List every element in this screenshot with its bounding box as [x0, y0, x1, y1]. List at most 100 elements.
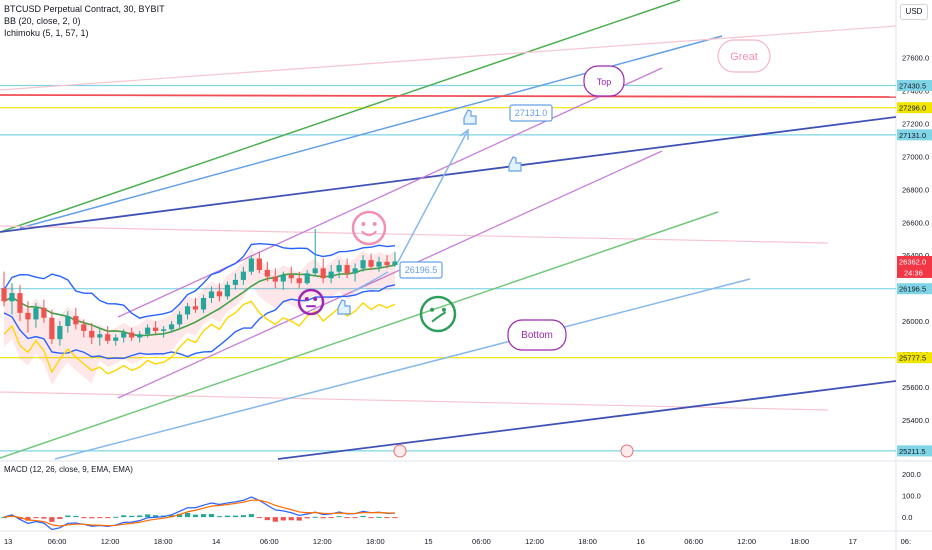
ichimoku-indicator-label[interactable]: Ichimoku (5, 1, 57, 1) [4, 28, 89, 38]
annotations-layer[interactable]: Great Top Bottom 27131.0 26196.5 [297, 39, 771, 458]
candle[interactable] [121, 329, 127, 343]
candle[interactable] [192, 298, 199, 313]
drawings-layer[interactable] [0, 0, 897, 460]
trend-line-4[interactable] [0, 225, 829, 244]
time-axis[interactable]: 13 06:00 12:00 18:00 14 06:00 12:00 18:00 15 06:0… [4, 537, 911, 546]
neutral-face-icon[interactable] [297, 288, 325, 316]
annotation-callout-1[interactable]: Top [583, 65, 625, 97]
hand-pointer-icon[interactable] [508, 156, 522, 172]
candle[interactable] [328, 265, 334, 284]
candle[interactable] [344, 258, 350, 279]
price-axis[interactable]: 27600.0 27400.0 27200.0 27000.0 26800.0 26600… [897, 54, 932, 457]
candle[interactable] [65, 311, 71, 333]
candles-layer[interactable] [1, 228, 398, 346]
candle[interactable] [49, 309, 55, 345]
time-tick-label: 14 [212, 537, 220, 546]
trend-line-9[interactable] [117, 150, 663, 399]
economic-event-icon[interactable] [393, 444, 407, 458]
candle[interactable] [360, 255, 366, 272]
candle[interactable] [33, 302, 39, 328]
candle[interactable] [392, 251, 398, 267]
candle[interactable] [25, 301, 31, 333]
hand-pointer-icon[interactable] [463, 109, 477, 125]
candle[interactable] [97, 329, 103, 346]
candle[interactable] [200, 294, 207, 313]
candle[interactable] [105, 325, 111, 345]
candle[interactable] [256, 251, 262, 274]
candle[interactable] [176, 311, 183, 328]
trend-line-11[interactable] [54, 278, 751, 460]
candle-body [344, 265, 350, 274]
candle[interactable] [352, 263, 358, 282]
smiley-face-icon[interactable] [351, 210, 387, 246]
candle[interactable] [184, 302, 191, 320]
trend-line-0[interactable] [0, 0, 681, 233]
price-level-label-5[interactable]: 25777.5 [897, 352, 932, 364]
economic-event-icon[interactable] [620, 444, 634, 458]
macd-legend[interactable]: MACD (12, 26, close, 9, EMA, EMA) [4, 465, 133, 474]
hand-pointer-icon[interactable] [337, 299, 351, 315]
candle[interactable] [272, 268, 278, 289]
projection-arrow[interactable] [397, 129, 469, 263]
price-level-label-0[interactable]: 27430.5 [897, 80, 932, 92]
candle[interactable] [304, 270, 310, 285]
candle[interactable] [160, 325, 167, 338]
candle[interactable] [384, 255, 390, 269]
trend-line-1[interactable] [19, 35, 723, 229]
candle[interactable] [73, 307, 79, 330]
candle[interactable] [264, 261, 270, 282]
candle[interactable] [296, 271, 302, 289]
candle[interactable] [17, 284, 23, 322]
annotation-callout-2[interactable]: Bottom [507, 319, 567, 351]
candle[interactable] [240, 266, 246, 285]
macd-pane[interactable]: 200.0 100.0 0.0 [1, 470, 921, 531]
price-level-label-2[interactable]: 27131.0 [897, 129, 932, 141]
trend-line-3[interactable] [0, 25, 897, 91]
candle[interactable] [168, 321, 175, 333]
wry-face-icon[interactable] [419, 295, 457, 333]
candle[interactable] [129, 327, 135, 341]
candle[interactable] [288, 266, 294, 284]
symbol-title[interactable]: BTCUSD Perpetual Contract, 30, BYBIT [4, 4, 165, 14]
trend-line-2[interactable] [0, 94, 897, 98]
candle[interactable] [57, 321, 63, 346]
trend-line-10[interactable] [0, 211, 719, 459]
candle[interactable] [1, 271, 7, 307]
price-level-label-1[interactable]: 27296.0 [897, 102, 932, 114]
candle[interactable] [208, 286, 215, 303]
candle[interactable] [9, 283, 15, 315]
macd-histogram-bar [280, 517, 286, 521]
candle[interactable] [81, 319, 87, 338]
candle[interactable] [312, 228, 318, 275]
price-level-label-4[interactable]: 26196.5 [897, 283, 932, 295]
bb-indicator-label[interactable]: BB (20, close, 2, 0) [4, 16, 81, 26]
candle-body [296, 278, 302, 284]
candle[interactable] [137, 330, 143, 343]
candle[interactable] [336, 260, 342, 279]
macd-histogram-bar [328, 517, 334, 519]
trend-line-8[interactable] [117, 67, 663, 318]
candle[interactable] [216, 283, 223, 302]
candle[interactable] [153, 321, 159, 335]
candle[interactable] [224, 281, 231, 300]
price-level-label-3[interactable]: 26362.0 24:36 [897, 255, 932, 278]
annotation-callout-0[interactable]: Great [717, 39, 771, 73]
candle[interactable] [280, 271, 286, 290]
candle[interactable] [376, 256, 382, 272]
annotation-callout-4[interactable]: 26196.5 [399, 261, 443, 279]
candle[interactable] [248, 255, 254, 275]
candle[interactable] [145, 324, 151, 338]
price-level-label-6[interactable]: 25211.5 [897, 445, 932, 457]
trend-line-7[interactable] [277, 380, 897, 460]
trend-line-6[interactable] [0, 116, 897, 233]
annotation-callout-3[interactable]: 27131.0 [509, 104, 553, 122]
candle[interactable] [113, 334, 119, 346]
currency-button[interactable]: USD [900, 4, 928, 20]
candle[interactable] [368, 253, 374, 271]
bb-upper-band [3, 242, 396, 319]
candle[interactable] [232, 273, 239, 290]
candle[interactable] [89, 322, 95, 345]
candle[interactable] [41, 299, 47, 323]
candle[interactable] [320, 258, 326, 284]
